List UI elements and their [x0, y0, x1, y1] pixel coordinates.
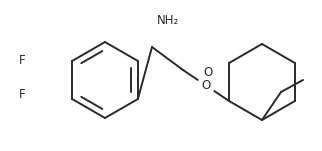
Text: O: O [202, 79, 211, 92]
Text: O: O [204, 66, 213, 79]
Text: F: F [19, 53, 25, 66]
Text: NH₂: NH₂ [157, 14, 179, 27]
Text: F: F [19, 87, 25, 101]
